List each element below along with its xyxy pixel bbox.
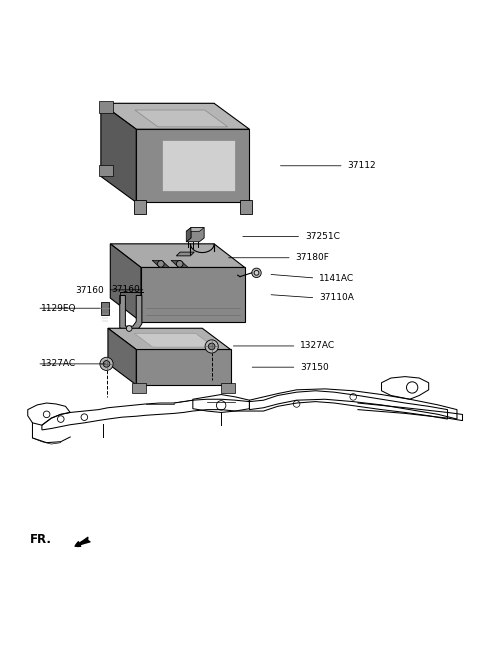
Text: 1327AC: 1327AC xyxy=(41,359,76,369)
Polygon shape xyxy=(108,328,136,385)
Circle shape xyxy=(177,261,183,267)
Polygon shape xyxy=(101,103,136,202)
Text: 37251C: 37251C xyxy=(305,232,340,241)
Circle shape xyxy=(103,361,110,367)
Polygon shape xyxy=(240,200,252,214)
Polygon shape xyxy=(186,227,191,242)
Polygon shape xyxy=(134,333,214,347)
Text: 1129EQ: 1129EQ xyxy=(41,304,76,313)
Polygon shape xyxy=(132,382,145,394)
Polygon shape xyxy=(108,328,230,350)
Circle shape xyxy=(126,326,132,331)
Text: 37160: 37160 xyxy=(75,286,104,295)
Polygon shape xyxy=(120,296,142,332)
Polygon shape xyxy=(186,227,204,242)
Polygon shape xyxy=(134,200,145,214)
Polygon shape xyxy=(136,350,230,385)
Polygon shape xyxy=(101,103,250,129)
Polygon shape xyxy=(171,260,188,267)
Polygon shape xyxy=(136,129,250,202)
Circle shape xyxy=(252,268,261,277)
Polygon shape xyxy=(162,140,235,191)
Polygon shape xyxy=(186,227,204,231)
Polygon shape xyxy=(135,110,228,127)
Circle shape xyxy=(254,271,259,275)
Polygon shape xyxy=(110,244,141,322)
Polygon shape xyxy=(110,244,245,267)
Text: 37110A: 37110A xyxy=(319,293,354,302)
Circle shape xyxy=(205,340,218,353)
Text: 37112: 37112 xyxy=(348,161,376,170)
Polygon shape xyxy=(176,252,194,256)
Text: 37150: 37150 xyxy=(300,363,329,372)
Polygon shape xyxy=(152,260,169,267)
Text: FR.: FR. xyxy=(30,533,52,547)
Text: 37160: 37160 xyxy=(112,285,141,294)
Polygon shape xyxy=(101,302,109,315)
Polygon shape xyxy=(221,382,235,394)
Circle shape xyxy=(208,343,215,350)
Polygon shape xyxy=(141,267,245,322)
Text: 1141AC: 1141AC xyxy=(319,273,354,283)
Polygon shape xyxy=(98,101,113,113)
Polygon shape xyxy=(101,103,214,176)
Polygon shape xyxy=(98,165,113,176)
Circle shape xyxy=(157,261,164,267)
Text: 37180F: 37180F xyxy=(296,253,330,262)
Text: 1327AC: 1327AC xyxy=(300,342,336,350)
Circle shape xyxy=(100,357,113,371)
